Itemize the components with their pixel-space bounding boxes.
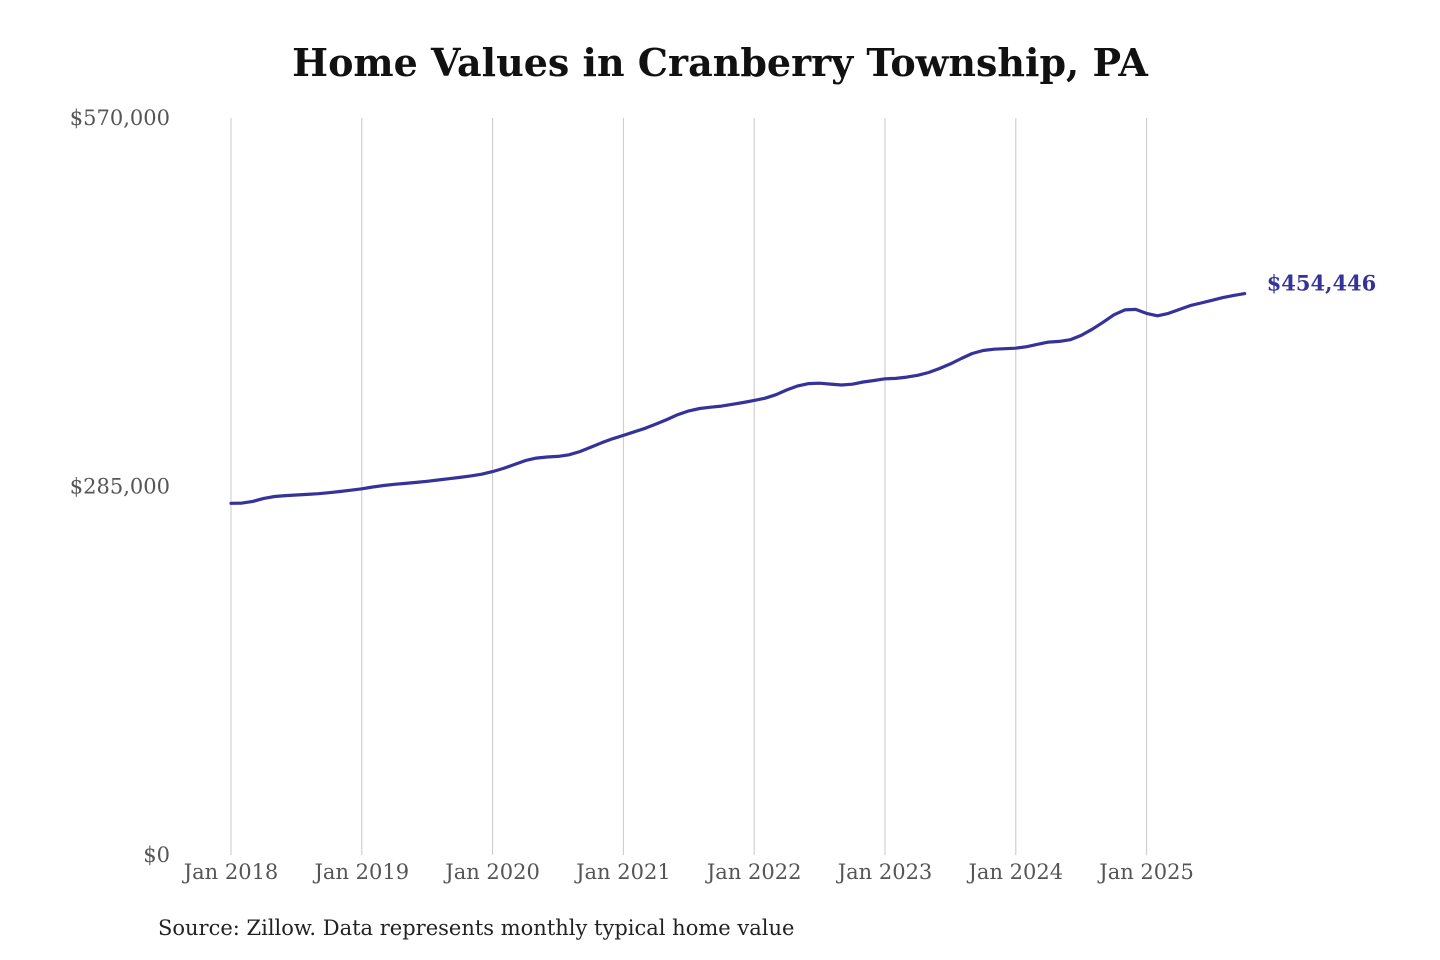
end-value-label: $454,446 xyxy=(1267,271,1377,296)
x-tick-label: Jan 2018 xyxy=(182,860,279,884)
x-tick-label: Jan 2025 xyxy=(1097,860,1194,884)
y-tick-label: $0 xyxy=(143,843,170,867)
chart-title: Home Values in Cranberry Township, PA xyxy=(292,40,1148,85)
x-tick-label: Jan 2021 xyxy=(574,860,671,884)
y-tick-label: $285,000 xyxy=(70,475,170,499)
home-value-line xyxy=(229,292,1247,505)
x-tick-label: Jan 2023 xyxy=(836,860,933,884)
x-tick-label: Jan 2020 xyxy=(443,860,540,884)
gridlines xyxy=(230,118,1148,855)
y-tick-label: $570,000 xyxy=(70,106,170,130)
x-tick-label: Jan 2019 xyxy=(313,860,410,884)
x-axis-ticks: Jan 2018 Jan 2019 Jan 2020 Jan 2021 Jan 2022… xyxy=(182,860,1194,884)
x-tick-label: Jan 2022 xyxy=(705,860,802,884)
y-axis-ticks: $0 $285,000 $570,000 xyxy=(70,106,170,867)
x-tick-label: Jan 2024 xyxy=(967,860,1064,884)
source-note: Source: Zillow. Data represents monthly … xyxy=(158,916,795,940)
